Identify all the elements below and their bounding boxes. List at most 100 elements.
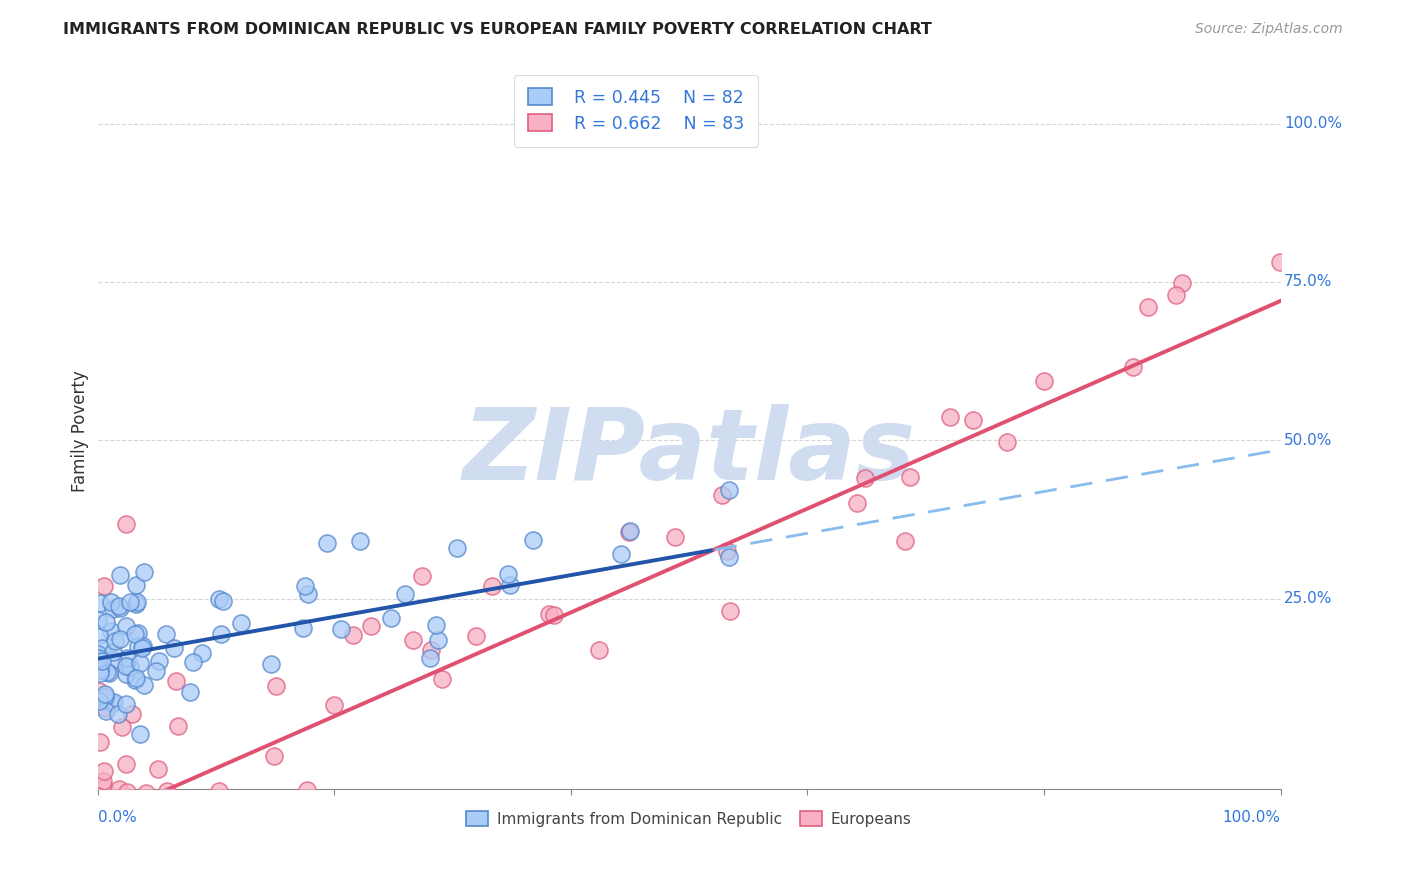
Point bbox=[125, 597, 148, 611]
Text: 50.0%: 50.0% bbox=[1284, 433, 1333, 448]
Point bbox=[496, 567, 519, 582]
Point bbox=[125, 671, 148, 685]
Text: 100.0%: 100.0% bbox=[1284, 116, 1343, 131]
Point bbox=[135, 786, 157, 800]
Point bbox=[122, 874, 145, 888]
Point bbox=[522, 533, 544, 548]
Point bbox=[349, 534, 371, 549]
Point bbox=[297, 587, 319, 601]
Point bbox=[94, 687, 117, 701]
Point bbox=[214, 845, 236, 859]
Text: ZIPatlas: ZIPatlas bbox=[463, 404, 915, 500]
Point bbox=[108, 632, 131, 646]
Point bbox=[91, 641, 114, 656]
Point bbox=[181, 655, 204, 669]
Point bbox=[846, 496, 869, 510]
Point bbox=[114, 667, 136, 681]
Point bbox=[115, 517, 138, 532]
Point bbox=[149, 832, 172, 847]
Point bbox=[316, 536, 339, 550]
Point bbox=[107, 800, 129, 814]
Point bbox=[297, 783, 319, 797]
Point bbox=[209, 626, 232, 640]
Point bbox=[208, 784, 231, 798]
Point bbox=[1122, 360, 1144, 375]
Point bbox=[294, 579, 316, 593]
Point bbox=[93, 817, 115, 831]
Point bbox=[499, 578, 522, 592]
Point bbox=[619, 524, 641, 539]
Point bbox=[87, 628, 110, 642]
Point bbox=[179, 685, 201, 699]
Point bbox=[89, 735, 111, 749]
Point bbox=[853, 470, 876, 484]
Point bbox=[127, 639, 149, 653]
Point bbox=[87, 613, 110, 627]
Point bbox=[114, 756, 136, 771]
Point bbox=[131, 641, 153, 656]
Point bbox=[1032, 374, 1054, 388]
Point bbox=[939, 409, 962, 424]
Point bbox=[129, 657, 152, 671]
Point bbox=[156, 783, 179, 797]
Point bbox=[101, 696, 124, 710]
Point bbox=[105, 822, 128, 837]
Point bbox=[342, 627, 364, 641]
Point bbox=[425, 618, 447, 632]
Point bbox=[101, 653, 124, 667]
Text: 25.0%: 25.0% bbox=[1284, 591, 1333, 606]
Point bbox=[97, 825, 120, 839]
Point bbox=[132, 639, 155, 653]
Point bbox=[101, 832, 124, 847]
Point bbox=[208, 592, 231, 607]
Point bbox=[89, 596, 111, 610]
Point bbox=[380, 611, 402, 625]
Point bbox=[163, 640, 186, 655]
Point bbox=[86, 863, 108, 877]
Point bbox=[160, 790, 183, 805]
Point bbox=[212, 594, 235, 608]
Point bbox=[710, 488, 733, 502]
Point bbox=[86, 652, 108, 666]
Point bbox=[1137, 301, 1160, 315]
Point bbox=[426, 633, 449, 648]
Point bbox=[108, 782, 131, 797]
Point bbox=[717, 550, 740, 565]
Point bbox=[89, 694, 111, 708]
Point bbox=[716, 544, 738, 558]
Point bbox=[111, 720, 134, 734]
Point bbox=[260, 657, 283, 672]
Point bbox=[89, 889, 111, 892]
Point bbox=[167, 719, 190, 733]
Point bbox=[129, 727, 152, 741]
Point bbox=[127, 626, 149, 640]
Point bbox=[89, 663, 111, 677]
Point bbox=[148, 762, 170, 776]
Point bbox=[402, 632, 425, 647]
Point bbox=[101, 602, 124, 616]
Point bbox=[898, 470, 921, 484]
Point bbox=[419, 650, 441, 665]
Text: 75.0%: 75.0% bbox=[1284, 275, 1333, 289]
Point bbox=[157, 832, 180, 847]
Point bbox=[432, 672, 454, 686]
Point bbox=[481, 579, 503, 593]
Point bbox=[105, 847, 128, 861]
Point bbox=[995, 434, 1018, 449]
Point bbox=[129, 823, 152, 838]
Point bbox=[91, 774, 114, 789]
Point bbox=[465, 629, 488, 643]
Point bbox=[93, 764, 115, 778]
Point bbox=[229, 616, 252, 631]
Point bbox=[191, 646, 214, 660]
Point bbox=[90, 654, 112, 668]
Point bbox=[610, 547, 633, 561]
Text: 100.0%: 100.0% bbox=[1223, 810, 1281, 825]
Point bbox=[894, 533, 917, 548]
Point bbox=[127, 803, 149, 817]
Point bbox=[718, 603, 741, 617]
Point bbox=[420, 642, 443, 657]
Point bbox=[97, 665, 120, 680]
Point bbox=[114, 697, 136, 711]
Text: Source: ZipAtlas.com: Source: ZipAtlas.com bbox=[1195, 22, 1343, 37]
